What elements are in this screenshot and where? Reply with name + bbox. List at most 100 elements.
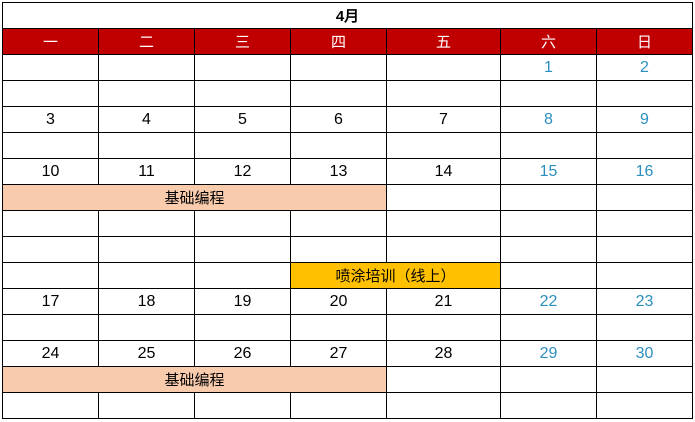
empty-cell[interactable] [386, 236, 501, 263]
empty-cell[interactable] [290, 210, 387, 237]
empty-cell[interactable] [386, 392, 501, 419]
empty-cell[interactable] [290, 392, 387, 419]
empty-cell[interactable] [596, 366, 693, 393]
date-cell[interactable]: 8 [500, 106, 597, 133]
empty-cell[interactable] [98, 236, 195, 263]
empty-cell[interactable] [98, 392, 195, 419]
empty-cell[interactable] [290, 314, 387, 341]
date-cell[interactable]: 9 [596, 106, 693, 133]
date-cell[interactable]: 30 [596, 340, 693, 367]
empty-cell[interactable] [194, 236, 291, 263]
date-cell[interactable]: 29 [500, 340, 597, 367]
date-cell[interactable]: 22 [500, 288, 597, 315]
empty-cell[interactable] [500, 262, 597, 289]
empty-cell[interactable] [194, 314, 291, 341]
date-cell[interactable]: 28 [386, 340, 501, 367]
date-cell[interactable]: 17 [2, 288, 99, 315]
empty-cell[interactable] [290, 54, 387, 81]
empty-cell[interactable] [2, 314, 99, 341]
event-bar[interactable]: 基础编程 [2, 184, 387, 211]
empty-cell[interactable] [194, 210, 291, 237]
empty-cell[interactable] [596, 132, 693, 159]
date-cell[interactable]: 13 [290, 158, 387, 185]
date-cell[interactable]: 27 [290, 340, 387, 367]
calendar-row [2, 132, 693, 159]
empty-cell[interactable] [98, 262, 195, 289]
empty-cell[interactable] [194, 262, 291, 289]
event-bar[interactable]: 基础编程 [2, 366, 387, 393]
date-cell[interactable]: 18 [98, 288, 195, 315]
empty-cell[interactable] [596, 184, 693, 211]
empty-cell[interactable] [2, 236, 99, 263]
empty-cell[interactable] [386, 314, 501, 341]
empty-cell[interactable] [500, 366, 597, 393]
empty-cell[interactable] [194, 54, 291, 81]
empty-cell[interactable] [500, 392, 597, 419]
empty-cell[interactable] [2, 132, 99, 159]
date-cell[interactable]: 14 [386, 158, 501, 185]
weekday-header[interactable]: 一 [2, 28, 99, 55]
date-cell[interactable]: 24 [2, 340, 99, 367]
empty-cell[interactable] [596, 80, 693, 107]
date-cell[interactable]: 19 [194, 288, 291, 315]
empty-cell[interactable] [596, 392, 693, 419]
empty-cell[interactable] [98, 80, 195, 107]
date-cell[interactable]: 21 [386, 288, 501, 315]
empty-cell[interactable] [194, 392, 291, 419]
event-bar[interactable]: 喷涂培训（线上） [290, 262, 501, 289]
empty-cell[interactable] [596, 236, 693, 263]
empty-cell[interactable] [500, 314, 597, 341]
empty-cell[interactable] [2, 54, 99, 81]
date-cell[interactable]: 15 [500, 158, 597, 185]
empty-cell[interactable] [98, 314, 195, 341]
empty-cell[interactable] [2, 210, 99, 237]
weekday-header[interactable]: 六 [500, 28, 597, 55]
empty-cell[interactable] [194, 132, 291, 159]
date-cell[interactable]: 23 [596, 288, 693, 315]
date-cell[interactable]: 2 [596, 54, 693, 81]
empty-cell[interactable] [290, 80, 387, 107]
empty-cell[interactable] [596, 262, 693, 289]
empty-cell[interactable] [386, 132, 501, 159]
date-cell[interactable]: 5 [194, 106, 291, 133]
weekday-header[interactable]: 四 [290, 28, 387, 55]
empty-cell[interactable] [98, 210, 195, 237]
date-cell[interactable]: 4 [98, 106, 195, 133]
empty-cell[interactable] [386, 54, 501, 81]
date-cell[interactable]: 20 [290, 288, 387, 315]
month-title[interactable]: 4月 [2, 2, 693, 29]
empty-cell[interactable] [290, 236, 387, 263]
empty-cell[interactable] [500, 184, 597, 211]
empty-cell[interactable] [2, 80, 99, 107]
empty-cell[interactable] [98, 132, 195, 159]
empty-cell[interactable] [386, 366, 501, 393]
empty-cell[interactable] [386, 80, 501, 107]
date-cell[interactable]: 1 [500, 54, 597, 81]
weekday-header[interactable]: 五 [386, 28, 501, 55]
date-cell[interactable]: 6 [290, 106, 387, 133]
date-cell[interactable]: 26 [194, 340, 291, 367]
date-cell[interactable]: 11 [98, 158, 195, 185]
empty-cell[interactable] [500, 210, 597, 237]
date-cell[interactable]: 16 [596, 158, 693, 185]
weekday-header[interactable]: 二 [98, 28, 195, 55]
empty-cell[interactable] [500, 132, 597, 159]
empty-cell[interactable] [500, 236, 597, 263]
empty-cell[interactable] [194, 80, 291, 107]
empty-cell[interactable] [386, 184, 501, 211]
date-cell[interactable]: 25 [98, 340, 195, 367]
empty-cell[interactable] [290, 132, 387, 159]
empty-cell[interactable] [2, 392, 99, 419]
empty-cell[interactable] [98, 54, 195, 81]
empty-cell[interactable] [2, 262, 99, 289]
date-cell[interactable]: 7 [386, 106, 501, 133]
empty-cell[interactable] [500, 80, 597, 107]
date-cell[interactable]: 12 [194, 158, 291, 185]
empty-cell[interactable] [596, 314, 693, 341]
weekday-header[interactable]: 三 [194, 28, 291, 55]
empty-cell[interactable] [596, 210, 693, 237]
date-cell[interactable]: 3 [2, 106, 99, 133]
date-cell[interactable]: 10 [2, 158, 99, 185]
empty-cell[interactable] [386, 210, 501, 237]
weekday-header[interactable]: 日 [596, 28, 693, 55]
